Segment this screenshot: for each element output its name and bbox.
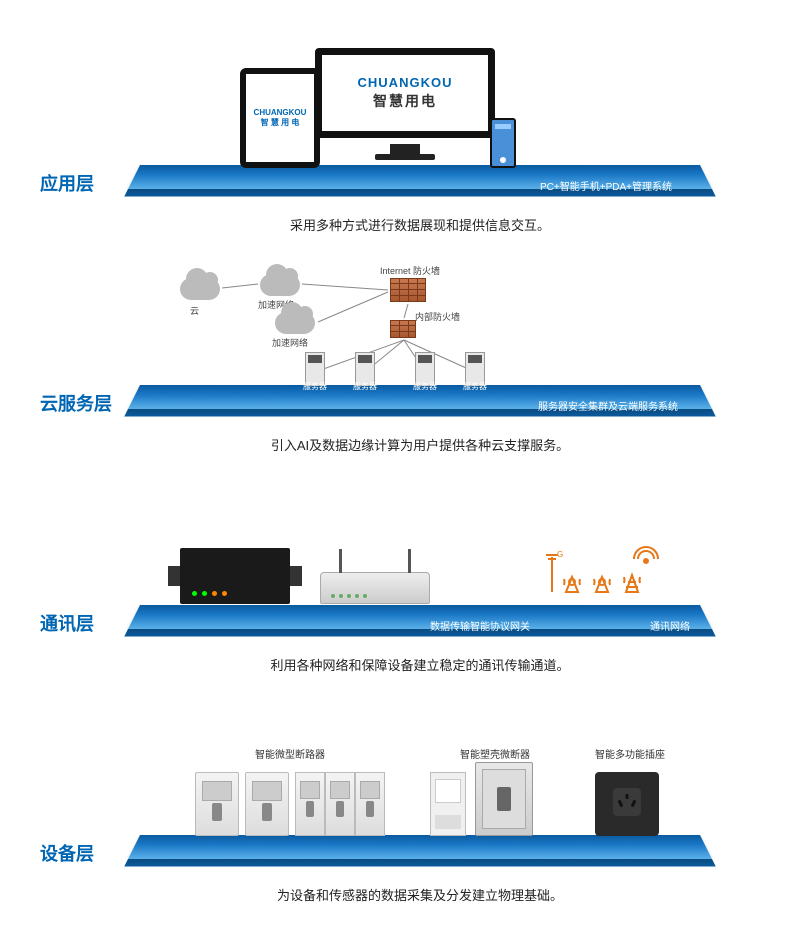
mini-breaker-3p — [295, 772, 385, 836]
gateway-device — [180, 548, 290, 604]
mini-breaker — [195, 772, 239, 836]
accel-label: 加速网络 — [272, 336, 308, 349]
cloud-label: 云 — [190, 304, 199, 317]
mini-breaker — [245, 772, 289, 836]
cloud-icon — [180, 278, 220, 300]
device-label-socket: 智能多功能插座 — [570, 746, 690, 761]
platform-caption: 服务器安全集群及云端服务系统 — [538, 398, 678, 413]
layer-desc: 引入AI及数据边缘计算为用户提供各种云支撑服务。 — [140, 435, 700, 454]
layer-label: 通讯层 — [40, 610, 94, 636]
layer-label: 云服务层 — [40, 390, 112, 416]
stage-device: 智能微型断路器 智能塑壳微断器 智能多功能插座 — [140, 700, 700, 840]
stage-app: CHUANGKOU 智 慧 用 电 CHUANGKOU 智慧用电 — [140, 40, 700, 170]
layer-application: 应用层 PC+智能手机+PDA+管理系统 CHUANGKOU 智 慧 用 电 C… — [0, 40, 800, 250]
tablet-device: CHUANGKOU 智 慧 用 电 — [240, 68, 320, 168]
inner-fw-label: 内部防火墙 — [415, 310, 460, 323]
server-label: 服务器 — [405, 381, 445, 392]
device-label-mccb: 智能塑壳微断器 — [435, 746, 555, 761]
layer-cloud: 云服务层 服务器安全集群及云端服务系统 云 加速网络 加速网络 Internet… — [0, 260, 800, 470]
firewall-icon — [390, 320, 416, 338]
server-label: 服务器 — [455, 381, 495, 392]
inet-fw-label: Internet 防火墙 — [380, 264, 440, 277]
signal-icons: G — [540, 537, 674, 602]
phone-device — [490, 118, 516, 168]
platform-caption: PC+智能手机+PDA+管理系统 — [540, 178, 672, 193]
din-module — [430, 772, 466, 836]
monitor-device: CHUANGKOU 智慧用电 — [315, 48, 495, 158]
layer-desc: 采用多种方式进行数据展现和提供信息交互。 — [140, 215, 700, 234]
layer-label: 应用层 — [40, 170, 94, 196]
tablet-screen: CHUANGKOU 智 慧 用 电 — [250, 78, 310, 158]
layer-comm: 通讯层 数据传输智能协议网关 通讯网络 G — [0, 480, 800, 690]
layer-desc: 利用各种网络和保障设备建立稳定的通讯传输通道。 — [140, 655, 700, 674]
monitor-base — [375, 154, 435, 160]
router-leds — [331, 594, 367, 598]
firewall-icon — [390, 278, 426, 302]
stage-cloud: 云 加速网络 加速网络 Internet 防火墙 内部防火墙 服务器 服务器 服… — [140, 260, 700, 390]
server-label: 服务器 — [295, 381, 335, 392]
layer-desc: 为设备和传感器的数据采集及分发建立物理基础。 — [140, 885, 700, 904]
platform-caption-right: 通讯网络 — [650, 618, 690, 633]
layer-device: 设备层 智能微型断路器 智能塑壳微断器 智能多功能插座 为设备和传感器的数据采集… — [0, 700, 800, 910]
brand-sub-small: 智 慧 用 电 — [261, 118, 300, 128]
router-device — [320, 572, 430, 604]
svg-text:G: G — [557, 550, 563, 559]
led-dots — [192, 591, 227, 596]
stage-comm: G — [140, 480, 700, 610]
cloud-icon — [260, 274, 300, 296]
platform-caption-left: 数据传输智能协议网关 — [430, 618, 530, 633]
server-label: 服务器 — [345, 381, 385, 392]
brand-logo-small: CHUANGKOU — [254, 108, 307, 118]
layer-label: 设备层 — [40, 840, 94, 866]
brand-sub: 智慧用电 — [373, 92, 437, 112]
brand-logo: CHUANGKOU — [358, 74, 453, 92]
smart-socket — [595, 772, 659, 836]
cloud-icon — [275, 312, 315, 334]
monitor-screen: CHUANGKOU 智慧用电 — [315, 48, 495, 138]
device-label-breaker: 智能微型断路器 — [230, 746, 350, 761]
mccb-device — [475, 762, 533, 836]
